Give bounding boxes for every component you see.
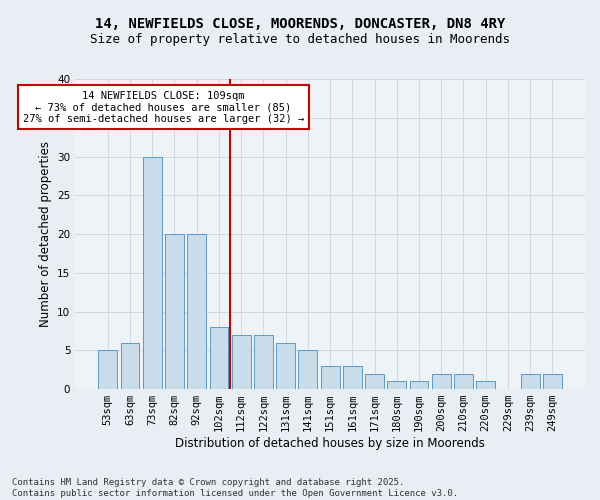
Bar	[432, 374, 451, 389]
Bar	[543, 374, 562, 389]
Bar	[298, 350, 317, 389]
Bar	[521, 374, 539, 389]
Text: 14 NEWFIELDS CLOSE: 109sqm
← 73% of detached houses are smaller (85)
27% of semi: 14 NEWFIELDS CLOSE: 109sqm ← 73% of deta…	[23, 90, 304, 124]
Bar	[320, 366, 340, 389]
Bar	[187, 234, 206, 389]
Bar	[410, 382, 428, 389]
Bar	[343, 366, 362, 389]
Text: 14, NEWFIELDS CLOSE, MOORENDS, DONCASTER, DN8 4RY: 14, NEWFIELDS CLOSE, MOORENDS, DONCASTER…	[95, 18, 505, 32]
Text: Contains HM Land Registry data © Crown copyright and database right 2025.
Contai: Contains HM Land Registry data © Crown c…	[12, 478, 458, 498]
X-axis label: Distribution of detached houses by size in Moorends: Distribution of detached houses by size …	[175, 437, 485, 450]
Bar	[121, 342, 139, 389]
Bar	[476, 382, 495, 389]
Bar	[232, 335, 251, 389]
Bar	[388, 382, 406, 389]
Bar	[209, 327, 229, 389]
Bar	[454, 374, 473, 389]
Bar	[143, 156, 162, 389]
Bar	[98, 350, 117, 389]
Bar	[254, 335, 273, 389]
Bar	[276, 342, 295, 389]
Bar	[165, 234, 184, 389]
Y-axis label: Number of detached properties: Number of detached properties	[38, 141, 52, 327]
Bar	[365, 374, 384, 389]
Text: Size of property relative to detached houses in Moorends: Size of property relative to detached ho…	[90, 32, 510, 46]
Title: 14, NEWFIELDS CLOSE, MOORENDS, DONCASTER, DN8 4RY
Size of property relative to d: 14, NEWFIELDS CLOSE, MOORENDS, DONCASTER…	[0, 499, 1, 500]
